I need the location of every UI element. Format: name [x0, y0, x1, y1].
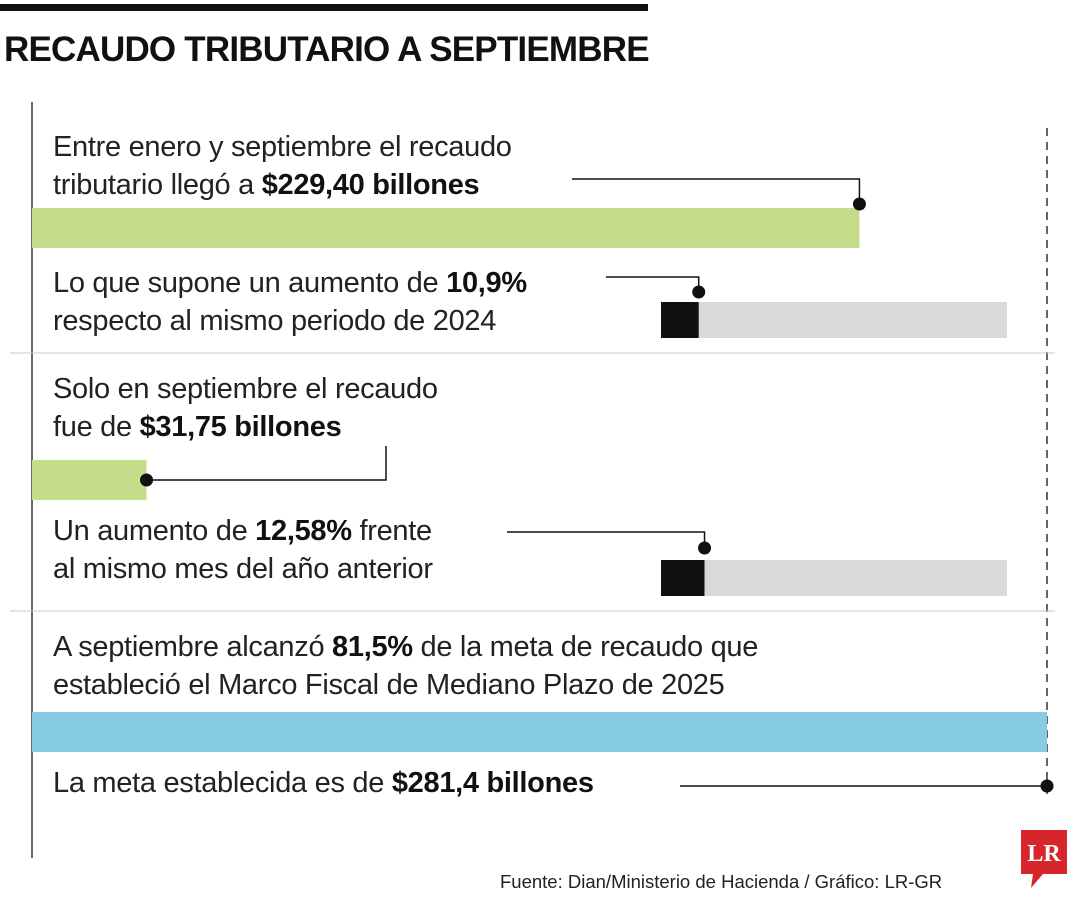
text-block-aumento-anual: Lo que supone un aumento de 10,9% respec… [53, 267, 527, 337]
percent-bar-fill-mensual [661, 560, 705, 596]
bar-end-marker [1040, 779, 1054, 793]
bar-end-marker [852, 197, 866, 211]
bar-end-marker [698, 541, 712, 555]
leader-line [606, 276, 700, 292]
bar-end-marker [692, 285, 706, 299]
bar-recaudo-septiembre [32, 460, 147, 500]
recaudo-total-value: $229,40 billones [261, 169, 480, 201]
lr-logo-icon: LR [1021, 830, 1067, 888]
text-block-meta-porcentaje: A septiembre alcanzó 81,5% de la meta de… [53, 631, 759, 701]
leader-line [507, 531, 706, 548]
meta-porcentaje-value: 81,5% [332, 631, 413, 663]
text-block-recaudo-septiembre: Solo en septiembre el recaudo fue de $31… [53, 373, 438, 443]
chart-title: RECAUDO TRIBUTARIO A SEPTIEMBRE [4, 30, 650, 69]
leader-line [572, 178, 861, 204]
recaudo-septiembre-value: $31,75 billones [139, 411, 342, 443]
top-rule [0, 4, 648, 11]
text-block-meta-valor: La meta establecida es de $281,4 billone… [53, 767, 594, 799]
text-block-recaudo-total: Entre enero y septiembre el recaudo trib… [53, 131, 512, 201]
percent-bar-track [661, 560, 1007, 596]
aumento-anual-value: 10,9% [446, 267, 527, 299]
text-block-aumento-mensual: Un aumento de 12,58% frente al mismo mes… [53, 515, 433, 585]
bar-meta-recaudo [32, 712, 1047, 752]
aumento-mensual-value: 12,58% [255, 515, 352, 547]
source-note: Fuente: Dian/Ministerio de Hacienda / Gr… [500, 871, 943, 892]
bar-end-marker [140, 473, 154, 487]
percent-bar-track [661, 302, 1007, 338]
percent-bar-fill-anual [661, 302, 699, 338]
logo-text: LR [1027, 841, 1061, 867]
meta-valor: $281,4 billones [391, 767, 594, 799]
leader-line [146, 446, 387, 481]
bar-recaudo-enero-septiembre [32, 208, 860, 248]
